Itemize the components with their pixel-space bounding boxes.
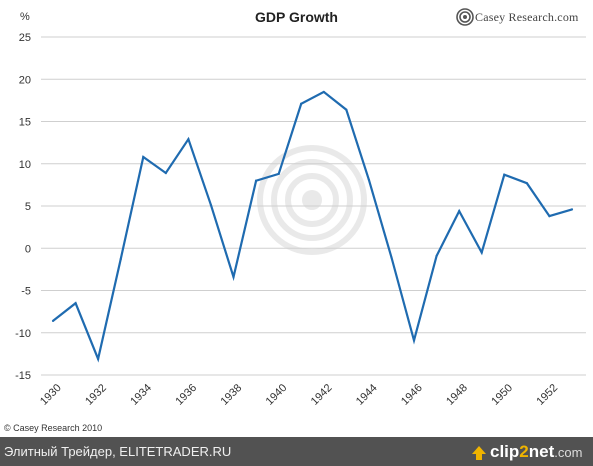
y-tick-label: -10 bbox=[15, 328, 31, 340]
data-point bbox=[300, 102, 303, 105]
y-tick-label: 10 bbox=[19, 159, 31, 171]
data-point bbox=[119, 258, 122, 261]
y-tick-label: 0 bbox=[25, 243, 31, 255]
y-tick-label: 25 bbox=[19, 32, 31, 44]
clip2net-logo[interactable]: clip2net.com bbox=[470, 440, 590, 464]
data-point bbox=[97, 357, 100, 361]
data-point bbox=[209, 204, 213, 207]
x-tick-label: 1946 bbox=[399, 382, 425, 408]
data-point bbox=[412, 339, 416, 342]
data-point bbox=[187, 138, 190, 141]
data-point bbox=[232, 275, 235, 279]
chart-title: GDP Growth bbox=[255, 9, 338, 25]
y-tick-label: 20 bbox=[19, 74, 31, 86]
footer-site-text: Элитный Трейдер, ELITETRADER.RU bbox=[4, 444, 232, 459]
footer-bar: Элитный Трейдер, ELITETRADER.RU clip2net… bbox=[0, 437, 593, 466]
clip2net-word-2: 2 bbox=[519, 442, 529, 461]
x-tick-label: 1936 bbox=[173, 382, 199, 408]
x-tick-label: 1930 bbox=[38, 382, 64, 408]
clip2net-wordmark: clip2net.com bbox=[490, 442, 582, 462]
clip2net-word-net: net bbox=[528, 442, 555, 461]
y-tick-label: 15 bbox=[19, 117, 31, 129]
y-tick-label: -15 bbox=[15, 370, 31, 382]
y-axis-ticks: 25 20 15 10 5 0 -5 -10 -15 bbox=[15, 32, 31, 382]
data-point bbox=[277, 172, 280, 175]
x-tick-label: 1938 bbox=[219, 382, 245, 408]
casey-watermark-logo bbox=[257, 145, 367, 255]
data-point bbox=[435, 254, 438, 257]
x-tick-label: 1950 bbox=[489, 382, 515, 408]
x-tick-label: 1942 bbox=[309, 382, 335, 408]
data-point bbox=[254, 179, 258, 182]
x-tick-label: 1934 bbox=[128, 382, 154, 408]
x-tick-label: 1944 bbox=[354, 382, 380, 408]
clip2net-word-com: .com bbox=[554, 445, 583, 460]
x-axis-ticks: 1930 1932 1934 1936 1938 1940 1942 1944 1946 1948… bbox=[38, 382, 560, 408]
casey-research-logo: Casey Research.com bbox=[456, 6, 586, 28]
data-point bbox=[548, 215, 551, 218]
clip2net-arrow-icon bbox=[472, 446, 486, 460]
data-point bbox=[51, 319, 55, 323]
data-point bbox=[458, 209, 461, 213]
clip2net-word-clip: clip bbox=[490, 442, 520, 461]
data-point bbox=[74, 302, 77, 305]
data-point bbox=[480, 251, 483, 254]
series-line bbox=[52, 90, 573, 363]
y-tick-label: -5 bbox=[21, 286, 31, 298]
data-point bbox=[164, 171, 167, 175]
x-tick-label: 1952 bbox=[534, 382, 560, 408]
y-axis-unit-label: % bbox=[20, 11, 30, 23]
data-point bbox=[503, 173, 506, 176]
casey-swirl-icon bbox=[456, 8, 474, 26]
y-tick-label: 5 bbox=[25, 201, 31, 213]
x-tick-label: 1948 bbox=[444, 382, 470, 408]
chart-gridlines bbox=[41, 36, 586, 376]
data-point bbox=[322, 90, 325, 94]
x-tick-label: 1940 bbox=[264, 382, 290, 408]
copyright-text: © Casey Research 2010 bbox=[4, 423, 103, 433]
data-point bbox=[345, 108, 348, 111]
data-point bbox=[570, 208, 574, 211]
data-point bbox=[390, 256, 393, 259]
data-point bbox=[142, 155, 145, 159]
data-point bbox=[367, 178, 371, 181]
brand-name: Casey Research.com bbox=[475, 10, 579, 24]
data-point bbox=[525, 182, 528, 185]
chart-series bbox=[51, 90, 574, 363]
x-tick-label: 1932 bbox=[83, 382, 109, 408]
